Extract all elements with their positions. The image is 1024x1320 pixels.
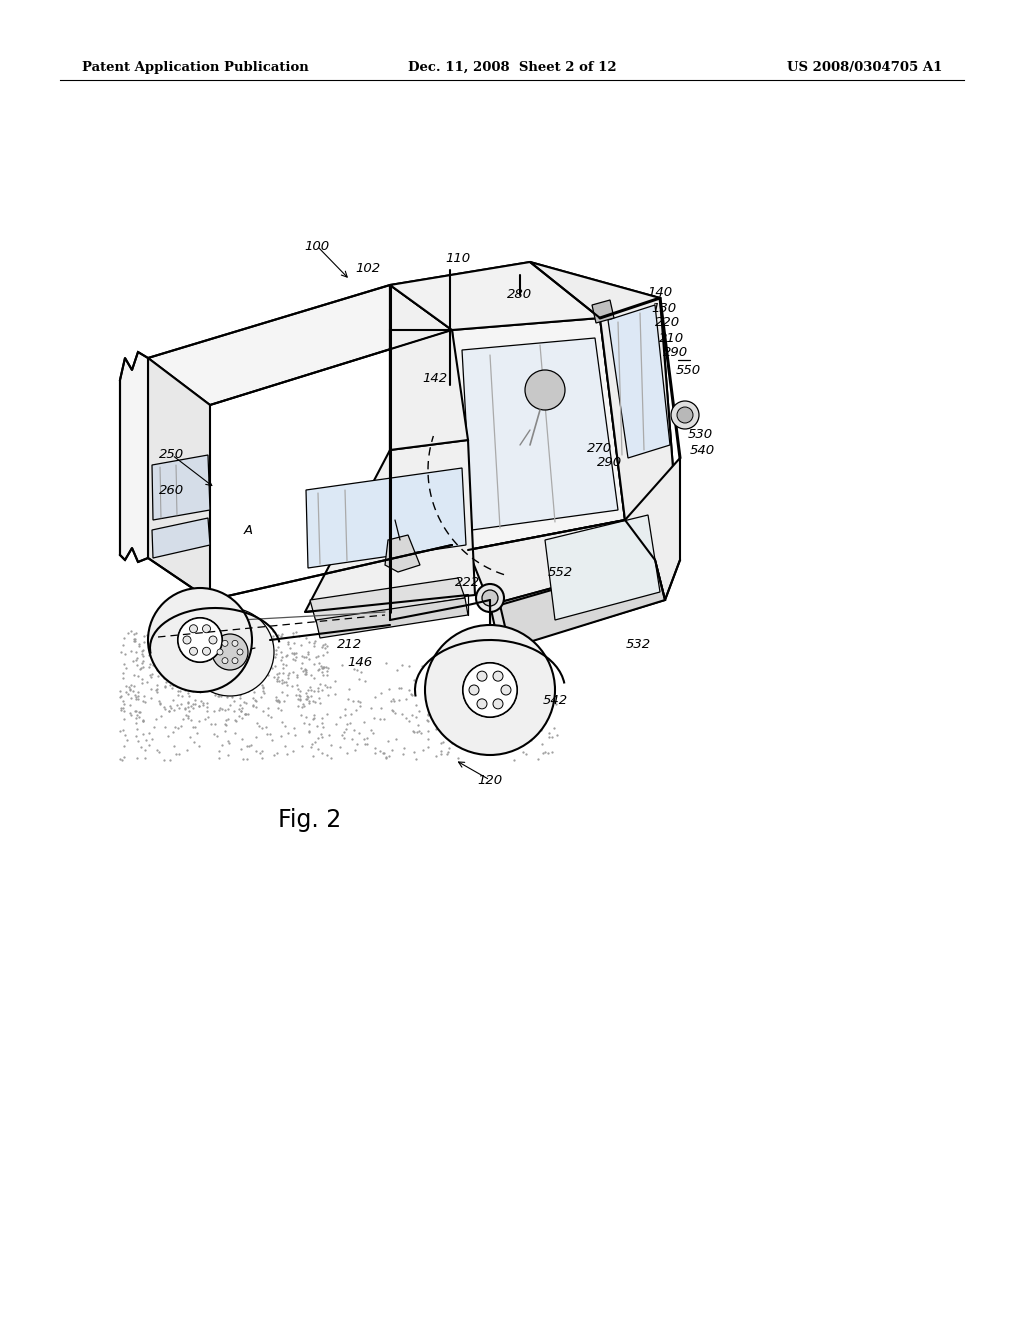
Circle shape <box>217 649 223 655</box>
Polygon shape <box>152 455 210 520</box>
Text: 210: 210 <box>659 331 685 345</box>
Text: 290: 290 <box>664 346 688 359</box>
Text: 102: 102 <box>355 261 381 275</box>
Polygon shape <box>305 440 475 612</box>
Polygon shape <box>310 578 465 622</box>
Text: Dec. 11, 2008  Sheet 2 of 12: Dec. 11, 2008 Sheet 2 of 12 <box>408 61 616 74</box>
Polygon shape <box>452 318 625 550</box>
Polygon shape <box>625 458 680 601</box>
Polygon shape <box>306 469 466 568</box>
Text: 220: 220 <box>655 317 681 330</box>
Text: 280: 280 <box>508 289 532 301</box>
Text: 120: 120 <box>477 774 503 787</box>
Circle shape <box>183 636 191 644</box>
Circle shape <box>189 624 198 632</box>
Circle shape <box>186 609 274 696</box>
Circle shape <box>525 370 565 411</box>
Circle shape <box>203 647 211 655</box>
Circle shape <box>677 407 693 422</box>
Circle shape <box>209 636 217 644</box>
Text: 540: 540 <box>689 444 715 457</box>
Text: 530: 530 <box>687 429 713 441</box>
Circle shape <box>232 640 238 647</box>
Circle shape <box>477 698 487 709</box>
Text: Fig. 2: Fig. 2 <box>279 808 342 832</box>
Circle shape <box>671 401 699 429</box>
Text: 260: 260 <box>160 483 184 496</box>
Polygon shape <box>462 338 618 531</box>
Text: 140: 140 <box>647 285 673 298</box>
Text: 142: 142 <box>423 371 447 384</box>
Circle shape <box>178 618 222 663</box>
Text: 130: 130 <box>651 301 677 314</box>
Polygon shape <box>390 261 680 590</box>
Circle shape <box>493 671 503 681</box>
Circle shape <box>203 624 211 632</box>
Polygon shape <box>500 560 665 648</box>
Text: US 2008/0304705 A1: US 2008/0304705 A1 <box>786 61 942 74</box>
Polygon shape <box>530 261 680 590</box>
Circle shape <box>148 587 252 692</box>
Text: 542: 542 <box>543 693 567 706</box>
Text: 550: 550 <box>676 363 700 376</box>
Text: A: A <box>244 524 253 536</box>
Polygon shape <box>608 305 670 458</box>
Text: 212: 212 <box>338 639 362 652</box>
Circle shape <box>463 663 517 717</box>
Circle shape <box>493 698 503 709</box>
Text: 290: 290 <box>597 457 623 470</box>
Circle shape <box>482 590 498 606</box>
Polygon shape <box>316 598 468 638</box>
Polygon shape <box>468 520 655 605</box>
Polygon shape <box>490 560 665 649</box>
Circle shape <box>237 649 243 655</box>
Circle shape <box>477 671 487 681</box>
Circle shape <box>425 624 555 755</box>
Text: 146: 146 <box>347 656 373 668</box>
Polygon shape <box>592 300 614 323</box>
Circle shape <box>178 618 222 663</box>
Circle shape <box>189 647 198 655</box>
Text: 222: 222 <box>456 576 480 589</box>
Text: 250: 250 <box>160 449 184 462</box>
Text: Patent Application Publication: Patent Application Publication <box>82 61 309 74</box>
Circle shape <box>463 663 517 717</box>
Polygon shape <box>120 352 148 562</box>
Polygon shape <box>385 535 420 572</box>
Polygon shape <box>148 358 210 601</box>
Circle shape <box>222 640 228 647</box>
Circle shape <box>222 657 228 664</box>
Text: 110: 110 <box>445 252 471 264</box>
Polygon shape <box>390 261 600 330</box>
Polygon shape <box>390 330 468 450</box>
Text: 270: 270 <box>588 441 612 454</box>
Polygon shape <box>152 517 210 558</box>
Text: 552: 552 <box>548 565 572 578</box>
Polygon shape <box>148 285 452 405</box>
Text: 100: 100 <box>304 239 330 252</box>
Circle shape <box>469 685 479 696</box>
Circle shape <box>212 634 248 671</box>
Polygon shape <box>390 285 452 590</box>
Text: 532: 532 <box>626 639 650 652</box>
Polygon shape <box>545 515 660 620</box>
Circle shape <box>232 657 238 664</box>
Circle shape <box>476 583 504 612</box>
Circle shape <box>501 685 511 696</box>
